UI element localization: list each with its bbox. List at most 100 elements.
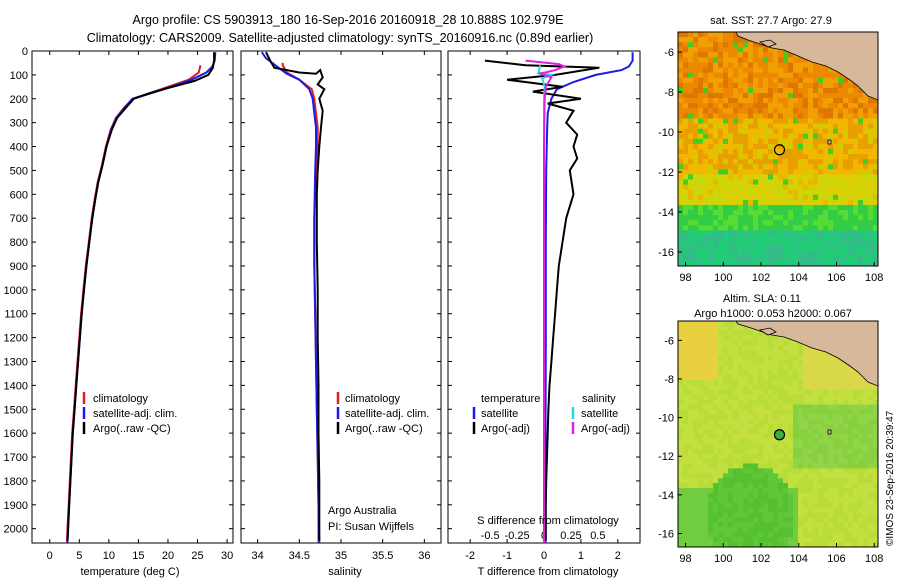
- depth-tick-label: 1000: [4, 285, 28, 297]
- heatmap-cell: [723, 404, 729, 410]
- heatmap-cell: [873, 389, 878, 396]
- heatmap-cell: [698, 199, 704, 206]
- heatmap-cell: [758, 138, 764, 145]
- heatmap-cell: [823, 497, 829, 504]
- heatmap-cell: [838, 434, 844, 440]
- heatmap-cell: [758, 67, 764, 74]
- heatmap-cell: [713, 453, 719, 460]
- heatmap-cell: [698, 350, 704, 356]
- heatmap-cell: [858, 215, 864, 221]
- heatmap-cell: [853, 250, 859, 257]
- heatmap-cell: [778, 159, 784, 165]
- temperature-legend-satellite: satellite-adj. clim.: [93, 408, 177, 420]
- heatmap-cell: [818, 113, 824, 120]
- heatmap-cell: [703, 210, 709, 216]
- heatmap-cell: [863, 434, 869, 440]
- heatmap-cell: [793, 350, 799, 356]
- heatmap-cell: [858, 194, 864, 201]
- heatmap-cell: [723, 37, 729, 43]
- heatmap-cell: [753, 409, 759, 415]
- heatmap-cell: [708, 88, 714, 94]
- heatmap-cell: [758, 389, 764, 396]
- heatmap-cell: [708, 67, 714, 74]
- heatmap-cell: [713, 220, 719, 226]
- heatmap-cell: [838, 143, 844, 150]
- heatmap-cell: [823, 154, 829, 160]
- heatmap-cell: [688, 340, 694, 347]
- heatmap-cell: [743, 37, 749, 43]
- heatmap-cell: [843, 542, 849, 547]
- heatmap-cell: [738, 164, 744, 170]
- heatmap-cell: [683, 149, 689, 155]
- heatmap-cell: [738, 42, 744, 48]
- heatmap-cell: [748, 355, 754, 361]
- heatmap-cell: [723, 478, 729, 484]
- heatmap-cell: [728, 507, 734, 514]
- heatmap-cell: [778, 154, 784, 160]
- heatmap-cell: [868, 463, 874, 469]
- heatmap-cell: [863, 108, 869, 114]
- heatmap-cell: [713, 184, 719, 191]
- heatmap-cell: [868, 250, 874, 257]
- heatmap-cell: [763, 443, 769, 450]
- heatmap-cell: [758, 429, 764, 435]
- heatmap-cell: [838, 93, 844, 99]
- heatmap-cell: [678, 230, 684, 237]
- heatmap-cell: [843, 164, 849, 170]
- heatmap-cell: [823, 424, 829, 430]
- heatmap-cell: [708, 448, 714, 455]
- heatmap-cell: [763, 159, 769, 165]
- heatmap-cell: [853, 399, 859, 406]
- heatmap-cell: [733, 483, 739, 489]
- heatmap-cell: [678, 497, 684, 504]
- header-title-line1: Argo profile: CS 5903913_180 16-Sep-2016…: [133, 13, 564, 27]
- heatmap-cell: [828, 517, 834, 523]
- heatmap-cell: [798, 463, 804, 469]
- heatmap-cell: [678, 113, 684, 120]
- heatmap-cell: [718, 409, 724, 415]
- heatmap-cell: [793, 443, 799, 450]
- heatmap-cell: [713, 478, 719, 484]
- heatmap-cell: [718, 438, 724, 445]
- heatmap-cell: [778, 225, 784, 231]
- heatmap-cell: [783, 98, 789, 104]
- heatmap-cell: [683, 138, 689, 145]
- heatmap-cell: [823, 77, 829, 84]
- x-tick-label: 25: [191, 550, 203, 562]
- heatmap-cell: [853, 159, 859, 165]
- heatmap-cell: [768, 419, 774, 425]
- heatmap-cell: [793, 230, 799, 237]
- heatmap-cell: [858, 133, 864, 140]
- heatmap-cell: [748, 174, 754, 181]
- heatmap-cell: [718, 497, 724, 504]
- heatmap-cell: [818, 517, 824, 523]
- heatmap-cell: [828, 424, 834, 430]
- heatmap-cell: [733, 330, 739, 337]
- heatmap-cell: [763, 502, 769, 509]
- heatmap-cell: [723, 399, 729, 406]
- heatmap-cell: [728, 37, 734, 43]
- heatmap-cell: [873, 488, 878, 494]
- heatmap-cell: [683, 345, 689, 352]
- heatmap-cell: [783, 380, 789, 386]
- heatmap-cell: [798, 394, 804, 401]
- heatmap-cell: [728, 325, 734, 332]
- heatmap-cell: [873, 138, 878, 145]
- heatmap-cell: [718, 133, 724, 140]
- heatmap-cell: [708, 82, 714, 89]
- heatmap-cell: [773, 159, 779, 165]
- heatmap-cell: [788, 149, 794, 155]
- heatmap-cell: [743, 340, 749, 347]
- heatmap-cell: [858, 235, 864, 242]
- heatmap-cell: [853, 93, 859, 99]
- heatmap-cell: [778, 512, 784, 519]
- heatmap-cell: [763, 429, 769, 435]
- heatmap-cell: [783, 340, 789, 347]
- heatmap-cell: [698, 230, 704, 237]
- heatmap-cell: [783, 103, 789, 109]
- heatmap-cell: [693, 103, 699, 109]
- heatmap-cell: [848, 434, 854, 440]
- heatmap-cell: [833, 389, 839, 396]
- heatmap-cell: [733, 414, 739, 420]
- heatmap-cell: [688, 414, 694, 420]
